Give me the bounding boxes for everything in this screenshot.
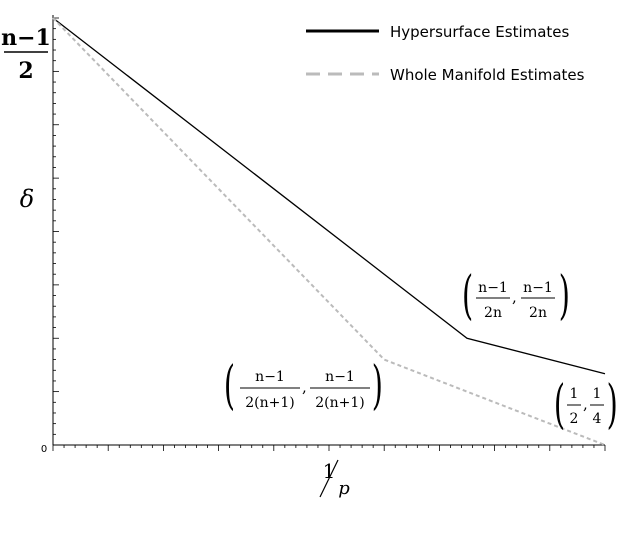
- annotation-x-numerator: n−1: [255, 369, 285, 385]
- close-paren: ): [372, 355, 383, 416]
- legend: Hypersurface Estimates Whole Manifold Es…: [306, 23, 585, 84]
- y-axis-label: δ: [20, 185, 34, 213]
- annotation-y-denominator: 2(n+1): [315, 395, 365, 411]
- y-top-label-numerator: n−1: [1, 25, 51, 51]
- close-paren: ): [607, 374, 618, 435]
- legend-label-hypersurface: Hypersurface Estimates: [390, 23, 570, 41]
- x-axis-label: 1 p: [319, 459, 350, 499]
- comma: ,: [583, 395, 588, 413]
- annotation-y-denominator: 2n: [529, 305, 547, 321]
- annotation-y-numerator: n−1: [325, 369, 355, 385]
- comma: ,: [512, 288, 517, 306]
- y-zero-label: 0: [41, 444, 47, 455]
- annotation-x-numerator: 1: [570, 386, 579, 402]
- series-line-hypersurface: [52, 17, 606, 375]
- series-line-whole-manifold: [52, 17, 606, 446]
- x-axis-label-numerator: 1: [323, 459, 336, 483]
- y-top-label-denominator: 2: [18, 58, 33, 84]
- point-annotation: ( 1 2 , 1 4 ): [554, 374, 618, 435]
- legend-label-whole-manifold: Whole Manifold Estimates: [390, 66, 585, 84]
- annotation-x-denominator: 2(n+1): [245, 395, 295, 411]
- fraction-slash: [319, 459, 339, 498]
- annotation-y-denominator: 4: [593, 411, 602, 427]
- x-axis-label-denominator: p: [338, 478, 350, 499]
- annotation-x-denominator: 2: [570, 411, 579, 427]
- annotation-y-numerator: 1: [593, 386, 602, 402]
- point-annotation: ( n−1 2n , n−1 2n ): [462, 265, 570, 326]
- point-annotation: ( n−1 2(n+1) , n−1 2(n+1) ): [224, 355, 383, 416]
- annotation-x-denominator: 2n: [484, 305, 502, 321]
- comma: ,: [302, 378, 307, 396]
- open-paren: (: [554, 374, 565, 435]
- annotation-y-numerator: n−1: [523, 280, 553, 296]
- open-paren: (: [462, 265, 473, 326]
- open-paren: (: [224, 355, 235, 416]
- annotation-x-numerator: n−1: [478, 280, 508, 296]
- axis-ticks: [52, 17, 606, 451]
- y-top-label: n−1 2: [1, 25, 51, 84]
- close-paren: ): [559, 265, 570, 326]
